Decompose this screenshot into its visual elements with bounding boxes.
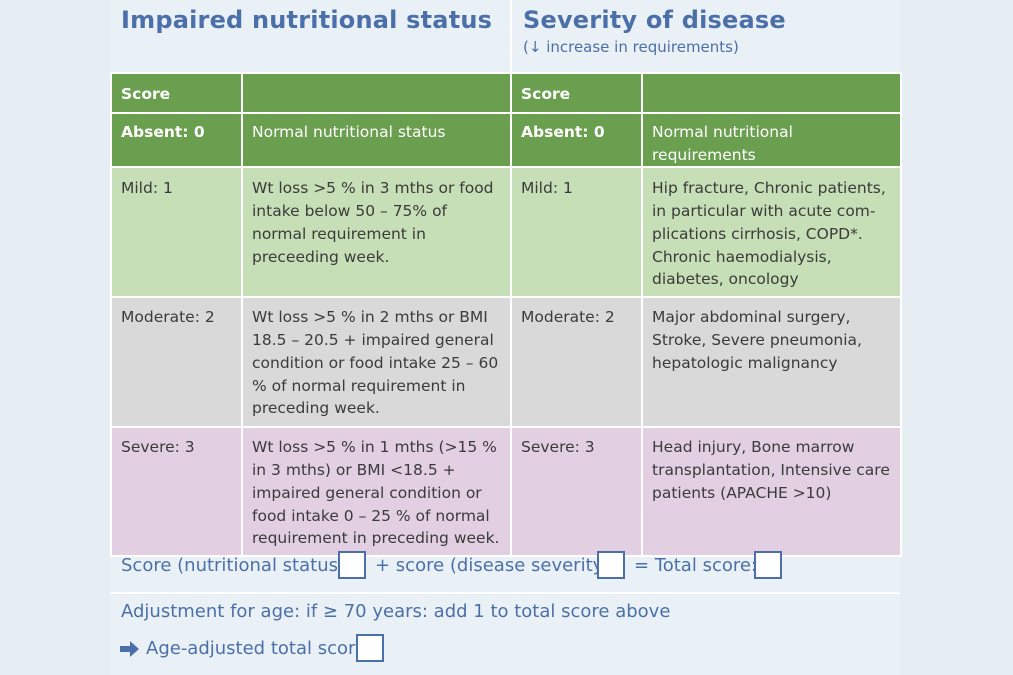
absent-right-text: Normal nutritional requirements bbox=[641, 111, 902, 169]
mild-left-label: Mild: 1 bbox=[110, 166, 243, 299]
severe-left-text: Wt loss >5 % in 1 mths (>15 % in 3 mths)… bbox=[241, 426, 512, 558]
age-adjusted-total-label: Age-adjusted total score bbox=[146, 638, 367, 659]
absent-right-label: Absent: 0 bbox=[510, 111, 643, 169]
absent-left-text: Normal nutritional status bbox=[241, 111, 512, 169]
table-row-mild: Mild: 1 Wt loss >5 % in 3 mths or food i… bbox=[110, 166, 902, 299]
right-subtitle: (↓ increase in requirements) bbox=[523, 38, 739, 56]
header-blank-left bbox=[241, 72, 512, 114]
moderate-right-text: Major abdominal surgery, Stroke, Severe … bbox=[641, 296, 902, 429]
mild-left-text: Wt loss >5 % in 3 mths or food intake be… bbox=[241, 166, 512, 299]
moderate-left-text: Wt loss >5 % in 2 mths or BMI 18.5 – 20.… bbox=[241, 296, 512, 429]
right-header: Severity of disease (↓ increase in requi… bbox=[510, 0, 902, 72]
severe-right-label: Severe: 3 bbox=[510, 426, 643, 558]
header-score-right: Score bbox=[510, 72, 643, 114]
header-score-left: Score bbox=[110, 72, 243, 114]
table-header-row: Score Score bbox=[110, 72, 902, 114]
total-score-label: = Total score: bbox=[634, 555, 757, 576]
table-row-severe: Severe: 3 Wt loss >5 % in 1 mths (>15 % … bbox=[110, 426, 902, 558]
arrow-right-icon bbox=[120, 641, 139, 657]
disease-score-box[interactable] bbox=[597, 551, 625, 579]
table-row-absent: Absent: 0 Normal nutritional status Abse… bbox=[110, 111, 902, 169]
table-row-moderate: Moderate: 2 Wt loss >5 % in 2 mths or BM… bbox=[110, 296, 902, 429]
age-adjustment-text: Adjustment for age: if ≥ 70 years: add 1… bbox=[121, 601, 671, 622]
moderate-left-label: Moderate: 2 bbox=[110, 296, 243, 429]
total-score-box[interactable] bbox=[754, 551, 782, 579]
score-nutritional-label: Score (nutritional status) bbox=[121, 555, 345, 576]
left-title: Impaired nutritional status bbox=[121, 6, 493, 34]
left-header: Impaired nutritional status bbox=[110, 0, 508, 72]
mild-right-label: Mild: 1 bbox=[510, 166, 643, 299]
absent-left-label: Absent: 0 bbox=[110, 111, 243, 169]
mild-right-text: Hip fracture, Chronic patients, in parti… bbox=[641, 166, 902, 299]
scoring-table: Score Score Absent: 0 Normal nutritional… bbox=[110, 72, 902, 558]
right-title: Severity of disease bbox=[523, 6, 786, 34]
score-line: Score (nutritional status) + score (dise… bbox=[110, 538, 900, 594]
score-disease-label: + score (disease severity) bbox=[375, 555, 611, 576]
header-blank-right bbox=[641, 72, 902, 114]
severe-left-label: Severe: 3 bbox=[110, 426, 243, 558]
moderate-right-label: Moderate: 2 bbox=[510, 296, 643, 429]
severe-right-text: Head injury, Bone marrow transplantation… bbox=[641, 426, 902, 558]
age-adjusted-score-box[interactable] bbox=[356, 634, 384, 662]
nutritional-score-box[interactable] bbox=[338, 551, 366, 579]
